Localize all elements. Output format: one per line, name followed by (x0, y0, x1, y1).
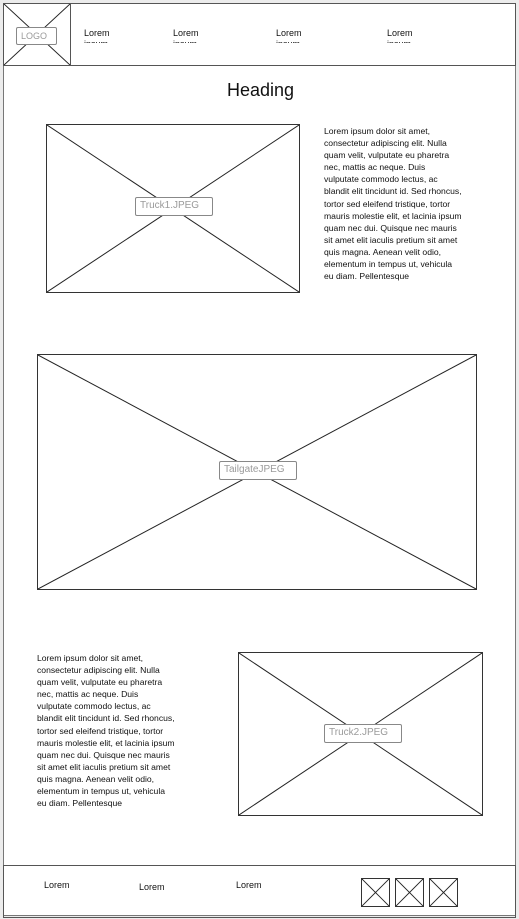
nav-item-line1: Lorem (173, 28, 199, 38)
nav-item-line2: ipsum (387, 39, 427, 43)
logo-placeholder[interactable]: LOGO (4, 4, 71, 65)
footer-link-1[interactable]: Lorem (44, 880, 70, 890)
nav-item-3[interactable]: Lorem ipsum (276, 28, 316, 43)
header-bar: LOGO Lorem ipsum Lorem ipsum Lorem ipsum… (3, 3, 516, 66)
nav-item-line1: Lorem (84, 28, 110, 38)
nav-item-line2: ipsum (84, 39, 124, 43)
truck2-image-label: Truck2.JPEG (324, 724, 402, 743)
truck2-image-placeholder: Truck2.JPEG (238, 652, 483, 816)
social-icon-1[interactable] (361, 878, 390, 907)
footer-link-2[interactable]: Lorem (139, 882, 165, 892)
wireframe-page: LOGO Lorem ipsum Lorem ipsum Lorem ipsum… (3, 3, 516, 918)
tailgate-image-label: TailgateJPEG (219, 461, 297, 480)
nav-item-2[interactable]: Lorem ipsum (173, 28, 213, 43)
nav-item-line1: Lorem (276, 28, 302, 38)
nav-item-4[interactable]: Lorem ipsum (387, 28, 427, 43)
social-icon-3[interactable] (429, 878, 458, 907)
section3-paragraph: Lorem ipsum dolor sit amet, consectetur … (37, 653, 175, 809)
nav-item-line2: ipsum (173, 39, 213, 43)
logo-label: LOGO (16, 27, 57, 45)
footer-link-3[interactable]: Lorem (236, 880, 262, 890)
social-icon-2[interactable] (395, 878, 424, 907)
footer-bar: Lorem Lorem Lorem (3, 865, 516, 918)
truck1-image-label: Truck1.JPEG (135, 197, 213, 216)
section1-paragraph: Lorem ipsum dolor sit amet, consectetur … (324, 126, 462, 282)
truck1-image-placeholder: Truck1.JPEG (46, 124, 300, 293)
nav-item-1[interactable]: Lorem ipsum (84, 28, 124, 43)
nav-item-line1: Lorem (387, 28, 413, 38)
nav-item-line2: ipsum (276, 39, 316, 43)
tailgate-image-placeholder: TailgateJPEG (37, 354, 477, 590)
page-heading: Heading (226, 80, 295, 100)
